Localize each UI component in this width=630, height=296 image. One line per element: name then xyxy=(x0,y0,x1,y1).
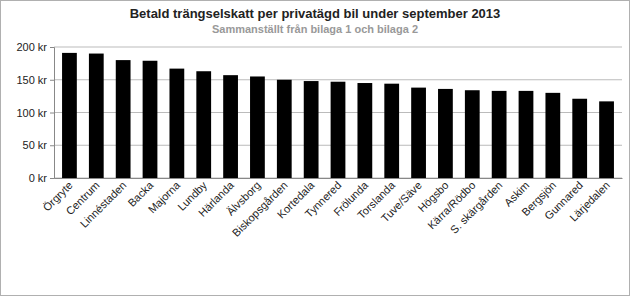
bar xyxy=(196,71,211,178)
x-tick: Linnéstaden xyxy=(78,179,129,230)
bar xyxy=(411,88,426,178)
y-tick-mark xyxy=(50,80,54,81)
x-axis-line xyxy=(55,178,623,179)
y-tick-label: 150 kr xyxy=(16,74,47,86)
grid-line xyxy=(54,79,622,80)
y-tick-label: 0 kr xyxy=(29,172,48,184)
x-tick: Tuve/Säve xyxy=(379,179,424,224)
y-tick-label: 200 kr xyxy=(16,41,47,53)
grid-line xyxy=(54,47,622,48)
bar xyxy=(519,91,534,178)
bar xyxy=(223,75,238,178)
bar xyxy=(304,81,319,178)
subtitle: Sammanställt från bilaga 1 och bilaga 2 xyxy=(212,23,418,35)
y-tick-label: 50 kr xyxy=(23,139,48,151)
frame xyxy=(1,1,630,296)
title: Betald trängselskatt per privatägd bil u… xyxy=(130,6,501,21)
bar xyxy=(438,89,453,178)
y-tick-mark xyxy=(50,178,54,179)
bar xyxy=(545,93,560,178)
bar xyxy=(89,54,104,178)
bar xyxy=(599,101,614,178)
bar xyxy=(572,99,587,178)
y-tick: 150 kr xyxy=(16,74,54,86)
y-tick: 100 kr xyxy=(16,107,54,119)
bar xyxy=(62,53,77,178)
y-tick-mark xyxy=(50,47,54,48)
bar xyxy=(492,91,507,178)
y-tick-mark xyxy=(50,145,54,146)
x-tick-label: Tuve/Säve xyxy=(379,179,424,224)
bar xyxy=(143,61,158,178)
y-tick: 0 kr xyxy=(29,172,54,184)
y-tick: 200 kr xyxy=(16,41,54,53)
x-tick-label: S. skärgården xyxy=(448,179,505,236)
bars xyxy=(62,53,614,178)
x-tick-label: Lärjedalen xyxy=(567,179,612,224)
y-axis-line xyxy=(50,48,55,179)
bar xyxy=(169,69,184,178)
y-tick-label: 100 kr xyxy=(16,107,47,119)
bar xyxy=(357,83,372,178)
x-tick: S. skärgården xyxy=(448,179,505,236)
y-axis: 0 kr 50 kr 100 kr 150 kr 200 kr xyxy=(16,41,54,184)
y-tick-mark xyxy=(50,113,54,114)
bar xyxy=(116,60,131,178)
plot: 0 kr 50 kr 100 kr 150 kr 200 kr ÖrgryteCentru… xyxy=(16,41,622,239)
grid xyxy=(54,47,622,178)
bar xyxy=(250,76,265,178)
x-axis: ÖrgryteCentrumLinnéstadenBackaMajornaLun… xyxy=(40,178,622,239)
chart: Betald trängselskatt per privatägd bil u… xyxy=(0,0,630,296)
x-tick-label: Linnéstaden xyxy=(78,179,129,230)
bar xyxy=(277,80,292,178)
bar xyxy=(384,84,399,178)
x-tick: Lärjedalen xyxy=(567,179,612,224)
y-tick: 50 kr xyxy=(23,139,54,151)
x-tick-label: Majorna xyxy=(146,178,183,215)
bar xyxy=(465,90,480,178)
bar xyxy=(331,82,346,178)
x-tick: Majorna xyxy=(146,178,183,215)
